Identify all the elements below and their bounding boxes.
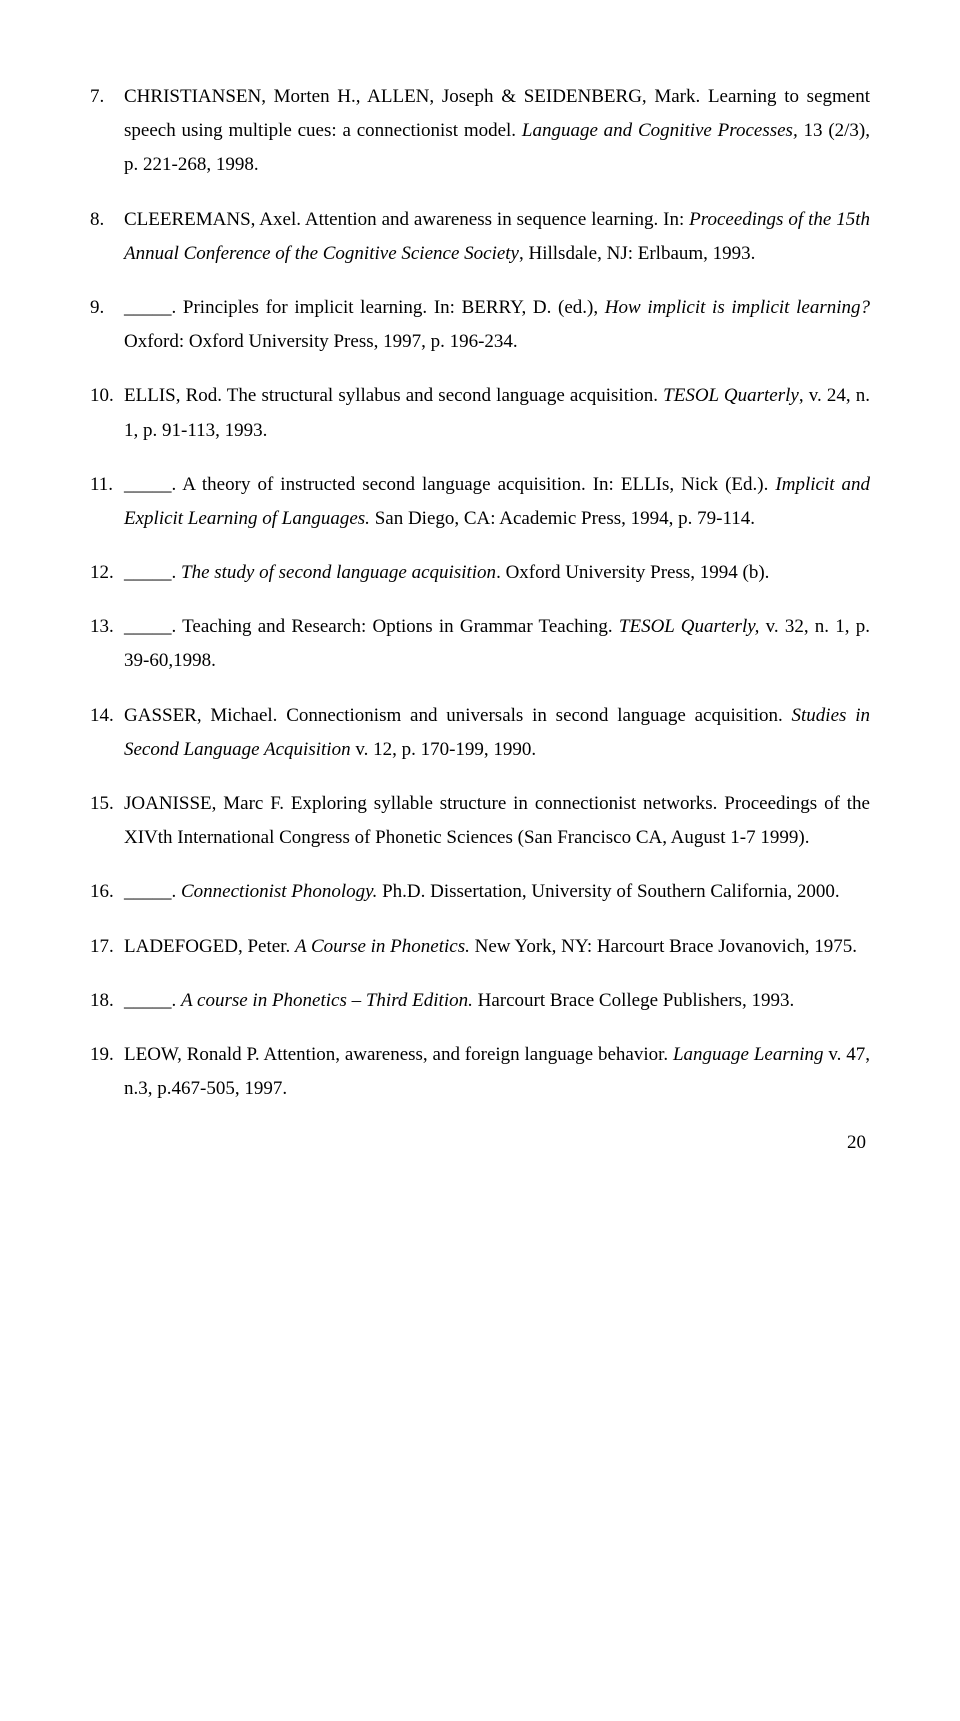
reference-item: _____. A course in Phonetics – Third Edi… [90, 984, 870, 1018]
ref-text-pre: _____. Teaching and Research: Options in… [124, 616, 619, 637]
reference-item: _____. A theory of instructed second lan… [90, 468, 870, 536]
ref-text-ital: Language Learning [673, 1044, 824, 1065]
reference-item: _____. The study of second language acqu… [90, 556, 870, 590]
ref-text-pre: _____. [124, 990, 181, 1011]
reference-list: CHRISTIANSEN, Morten H., ALLEN, Joseph &… [90, 80, 870, 1106]
ref-text-ital: The study of second language acquisition [181, 562, 496, 583]
ref-text-ital: TESOL Quarterly, [619, 616, 759, 637]
ref-text-post: New York, NY: Harcourt Brace Jovanovich,… [470, 936, 857, 957]
ref-text-pre: _____. [124, 562, 181, 583]
reference-item: _____. Connectionist Phonology. Ph.D. Di… [90, 875, 870, 909]
ref-text-pre: _____. Principles for implicit learning.… [124, 297, 605, 318]
reference-item: _____. Principles for implicit learning.… [90, 291, 870, 359]
ref-text-ital: Language and Cognitive Processes, [522, 120, 798, 141]
ref-text-ital: How implicit is implicit learning? [605, 297, 870, 318]
ref-text-post: Oxford: Oxford University Press, 1997, p… [124, 331, 518, 352]
reference-item: LADEFOGED, Peter. A Course in Phonetics.… [90, 930, 870, 964]
ref-text-pre: JOANISSE, Marc F. Exploring syllable str… [124, 793, 870, 848]
reference-item: GASSER, Michael. Connectionism and unive… [90, 699, 870, 767]
reference-item: _____. Teaching and Research: Options in… [90, 610, 870, 678]
ref-text-post: v. 12, p. 170-199, 1990. [351, 739, 537, 760]
ref-text-ital: A course in Phonetics – Third Edition. [181, 990, 473, 1011]
ref-text-ital: TESOL Quarterly [663, 385, 799, 406]
ref-text-pre: CLEEREMANS, Axel. Attention and awarenes… [124, 209, 689, 230]
ref-text-post: . Oxford University Press, 1994 (b). [496, 562, 769, 583]
ref-text-pre: _____. A theory of instructed second lan… [124, 474, 775, 495]
ref-text-ital: Connectionist Phonology. [181, 881, 377, 902]
ref-text-post: Harcourt Brace College Publishers, 1993. [473, 990, 794, 1011]
ref-text-pre: LADEFOGED, Peter. [124, 936, 295, 957]
ref-text-post: Ph.D. Dissertation, University of Southe… [377, 881, 839, 902]
ref-text-pre: ELLIS, Rod. The structural syllabus and … [124, 385, 663, 406]
reference-item: CHRISTIANSEN, Morten H., ALLEN, Joseph &… [90, 80, 870, 183]
ref-text-post: San Diego, CA: Academic Press, 1994, p. … [370, 508, 755, 529]
reference-item: LEOW, Ronald P. Attention, awareness, an… [90, 1038, 870, 1106]
reference-item: CLEEREMANS, Axel. Attention and awarenes… [90, 203, 870, 271]
page-number: 20 [90, 1126, 870, 1160]
ref-text-pre: GASSER, Michael. Connectionism and unive… [124, 705, 792, 726]
ref-text-pre: LEOW, Ronald P. Attention, awareness, an… [124, 1044, 673, 1065]
reference-item: JOANISSE, Marc F. Exploring syllable str… [90, 787, 870, 855]
ref-text-post: , Hillsdale, NJ: Erlbaum, 1993. [519, 243, 755, 264]
ref-text-pre: _____. [124, 881, 181, 902]
reference-item: ELLIS, Rod. The structural syllabus and … [90, 379, 870, 447]
ref-text-ital: A Course in Phonetics. [295, 936, 470, 957]
